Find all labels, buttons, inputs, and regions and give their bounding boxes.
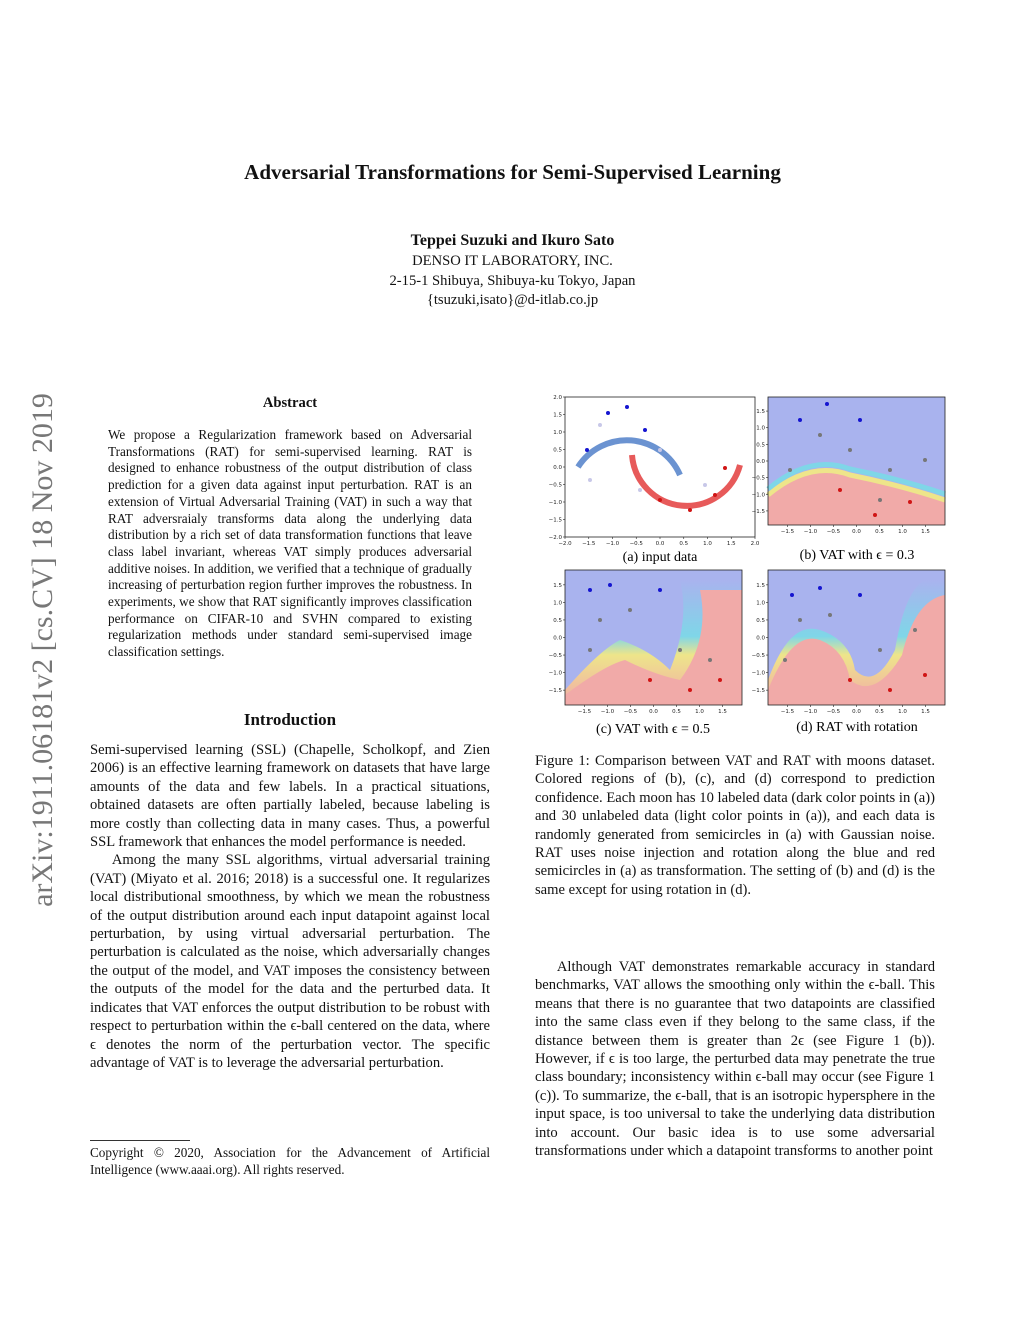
moon-blue	[575, 437, 683, 477]
moon-red	[629, 454, 743, 509]
paragraph: Semi-supervised learning (SSL) (Chapelle…	[90, 742, 490, 851]
x-tick-label: 0.5	[875, 709, 884, 715]
y-tick-label: 0.0	[553, 636, 562, 642]
x-tick-label: 0.0	[852, 529, 861, 535]
x-tick-label: 1.5	[727, 541, 736, 547]
y-tick-label: 1.5	[553, 413, 562, 419]
y-tick-label: −0.5	[752, 653, 766, 659]
boundary	[766, 462, 946, 497]
y-tick-label: −0.5	[549, 653, 563, 659]
x-tick-label: −0.5	[630, 541, 644, 547]
y-tick-label: 1.5	[553, 583, 562, 589]
x-tick-label: 1.5	[718, 709, 727, 715]
abstract-text: We propose a Regularization framework ba…	[108, 427, 472, 660]
y-tick-label: −1.5	[752, 509, 766, 515]
paragraph: Although VAT demonstrates remarkable acc…	[535, 959, 935, 1160]
y-tick-label: −1.0	[549, 500, 563, 506]
points	[585, 405, 647, 452]
panel-a	[564, 396, 756, 538]
subfigure-caption: (b) VAT with ϵ = 0.3	[800, 548, 915, 563]
y-tick-label: 0.5	[756, 618, 765, 624]
y-tick-label: 0.5	[553, 448, 562, 454]
figure-caption: Figure 1: Comparison between VAT and RAT…	[535, 753, 935, 898]
y-tick-label: 0.0	[756, 459, 765, 465]
x-tick-label: 0.5	[672, 709, 681, 715]
affiliation-line: DENSO IT LABORATORY, INC.	[412, 253, 613, 269]
x-tick-label: 1.5	[921, 529, 930, 535]
y-tick-label: 1.0	[553, 600, 562, 606]
y-tick-label: 0.5	[756, 442, 765, 448]
x-tick-label: −1.0	[606, 541, 620, 547]
x-tick-label: −0.5	[827, 709, 841, 715]
abstract-heading: Abstract	[262, 395, 318, 411]
x-tick-label: −1.5	[781, 709, 795, 715]
x-tick-label: 0.5	[679, 541, 688, 547]
y-tick-label: 0.5	[553, 618, 562, 624]
x-tick-label: 1.0	[898, 529, 907, 535]
subfigure-caption: (c) VAT with ϵ = 0.5	[596, 722, 710, 737]
y-tick-label: −1.5	[549, 688, 563, 694]
x-tick-label: −1.0	[804, 529, 818, 535]
panel-c	[564, 569, 743, 706]
arxiv-stamp: arXiv:1911.06181v2 [cs.CV] 18 Nov 2019	[18, 340, 68, 960]
figure-1: (a) input data (b) VAT with ϵ = 0.3 (c) …	[549, 395, 946, 737]
paper-title: Adversarial Transformations for Semi-Sup…	[244, 160, 781, 184]
x-tick-label: 2.0	[751, 541, 760, 547]
x-tick-label: 0.0	[656, 541, 665, 547]
region-red	[565, 590, 742, 705]
y-tick-label: 1.0	[553, 430, 562, 436]
y-tick-label: 0.0	[553, 465, 562, 471]
y-tick-label: −0.5	[549, 483, 563, 489]
footnote: Copyright © 2020, Association for the Ad…	[90, 1145, 490, 1177]
y-tick-label: 1.0	[756, 600, 765, 606]
x-tick-label: 0.0	[852, 709, 861, 715]
x-tick-label: −1.5	[582, 541, 596, 547]
x-tick-label: 0.5	[875, 529, 884, 535]
y-tick-label: −1.0	[549, 671, 563, 677]
x-tick-label: 1.0	[695, 709, 704, 715]
authors: Teppei Suzuki and Ikuro Sato	[410, 232, 615, 249]
affiliation: DENSO IT LABORATORY, INC. 2-15-1 Shibuya…	[90, 252, 935, 311]
x-tick-label: −1.5	[578, 709, 592, 715]
x-tick-label: −0.5	[624, 709, 638, 715]
affiliation-line: 2-15-1 Shibuya, Shibuya-ku Tokyo, Japan	[389, 272, 636, 289]
y-tick-label: −1.0	[752, 671, 766, 677]
section-heading: Introduction	[243, 710, 337, 729]
y-tick-label: −1.5	[752, 688, 766, 694]
y-tick-label: 1.5	[756, 583, 765, 589]
subfigure-caption: (d) RAT with rotation	[796, 720, 917, 735]
y-tick-label: −1.5	[549, 518, 563, 524]
x-tick-label: 1.5	[921, 709, 930, 715]
affiliation-line: {tsuzuki,isato}@d-itlab.co.jp	[426, 292, 599, 308]
y-tick-label: 0.0	[756, 636, 765, 642]
boundary	[766, 468, 946, 503]
y-tick-label: 1.5	[756, 409, 765, 415]
y-tick-label: −2.0	[549, 535, 563, 541]
panel-b	[766, 396, 946, 526]
x-tick-label: 1.0	[703, 541, 712, 547]
x-tick-label: −1.0	[804, 709, 818, 715]
footnote-rule	[90, 1140, 190, 1141]
paragraph: Among the many SSL algorithms, virtual a…	[90, 852, 490, 1071]
section-body: Semi-supervised learning (SSL) (Chapelle…	[90, 741, 490, 1072]
arxiv-id: arXiv:1911.06181v2 [cs.CV] 18 Nov 2019	[26, 393, 59, 907]
subfigure-caption: (a) input data	[623, 550, 698, 565]
x-tick-label: −1.5	[781, 529, 795, 535]
y-tick-label: 2.0	[553, 395, 562, 401]
panel-d	[767, 569, 946, 706]
y-tick-label: −0.5	[752, 476, 766, 482]
y-tick-label: 1.0	[756, 426, 765, 432]
y-tick-label: −1.0	[752, 492, 766, 498]
region-red	[768, 595, 945, 705]
x-tick-label: 1.0	[898, 709, 907, 715]
x-tick-label: −0.5	[827, 529, 841, 535]
x-tick-label: −1.0	[601, 709, 615, 715]
region-red	[768, 470, 945, 525]
x-tick-label: 0.0	[649, 709, 658, 715]
x-tick-label: −2.0	[558, 541, 572, 547]
